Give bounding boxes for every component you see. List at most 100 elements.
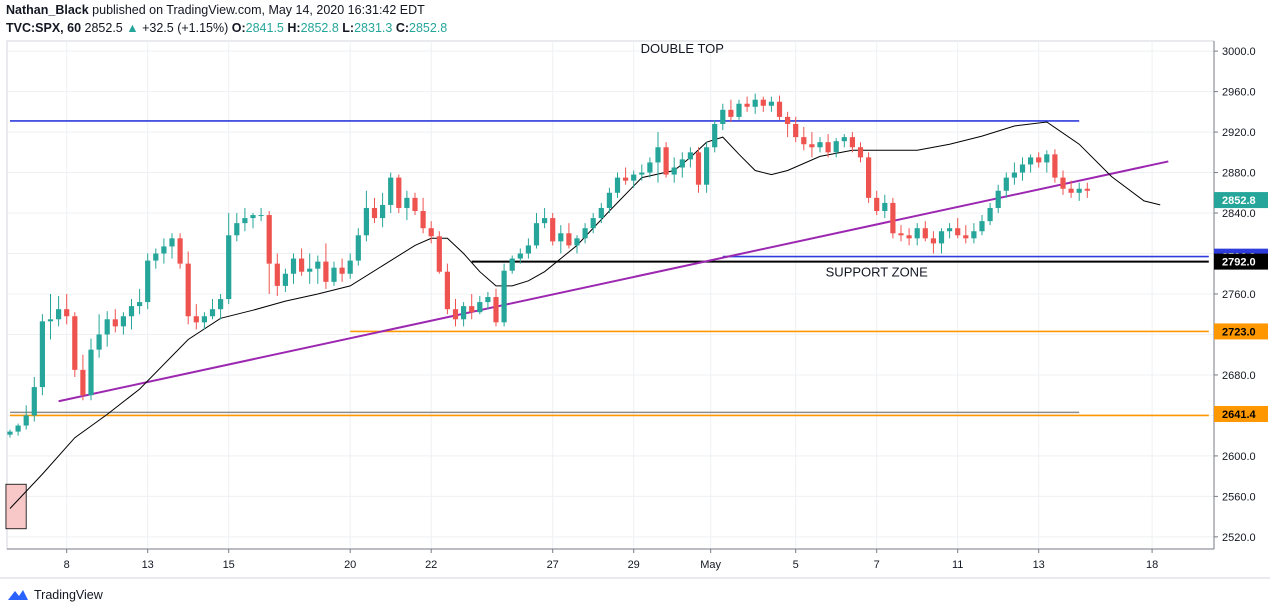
candle	[849, 132, 855, 153]
candle	[420, 197, 426, 234]
candle	[1060, 170, 1066, 195]
last-price: 2852.5	[84, 21, 123, 35]
candle-body	[1003, 177, 1009, 191]
candle	[623, 167, 629, 185]
time-tick-label: 7	[874, 559, 880, 571]
candle	[380, 192, 386, 228]
candle	[971, 223, 977, 244]
candle	[128, 299, 135, 330]
candle-body	[809, 144, 815, 148]
price-tick-label: 2760.0	[1222, 289, 1256, 301]
candle-body	[712, 123, 718, 148]
candle-body	[849, 137, 855, 148]
candle-body	[412, 197, 418, 212]
close-label: C:	[395, 21, 410, 35]
time-tick-label: 20	[344, 559, 356, 571]
candle-body	[355, 235, 361, 261]
plot-area	[6, 40, 1215, 550]
price-tick-label: 3000.0	[1222, 46, 1256, 58]
candle-body	[744, 103, 750, 107]
candle-body	[890, 202, 896, 234]
price-label-tag: 2852.8	[1214, 192, 1268, 209]
close-value: 2852.8	[409, 21, 448, 35]
candle-body	[64, 309, 70, 317]
candle-body	[655, 147, 661, 163]
candle-body	[785, 116, 791, 124]
candle-body	[218, 299, 224, 310]
candle	[817, 137, 823, 153]
candle-body	[566, 233, 572, 246]
candle-body	[315, 261, 321, 269]
candle-body	[96, 334, 102, 350]
candle	[533, 213, 540, 249]
price-label-bg	[1214, 323, 1268, 340]
candle-body	[1052, 154, 1058, 178]
candle-body	[193, 316, 199, 323]
price-label-text: 2641.4	[1222, 409, 1257, 421]
price-label-bg	[1214, 253, 1268, 270]
candle	[874, 190, 880, 216]
candle-body	[679, 159, 685, 168]
candle-body	[47, 319, 54, 322]
candle	[339, 258, 345, 282]
candle-body	[987, 207, 993, 222]
candle-body	[930, 238, 936, 244]
candle-body	[550, 218, 556, 242]
symbol-label[interactable]: TVC:SPX, 60	[6, 21, 82, 35]
candle	[234, 213, 240, 242]
candle-body	[72, 316, 78, 370]
candle-body	[339, 267, 345, 274]
candle	[258, 207, 264, 222]
highlight-box	[5, 483, 27, 530]
candle-body	[857, 147, 864, 158]
candle	[218, 293, 224, 320]
candle-body	[39, 321, 45, 388]
candle-body	[533, 223, 540, 246]
candle-body	[874, 197, 880, 212]
candle	[898, 225, 904, 242]
candle-body	[331, 267, 337, 282]
candle-body	[501, 270, 507, 323]
candle-body	[776, 101, 783, 117]
price-tick-label: 2920.0	[1222, 127, 1256, 139]
candle	[866, 152, 872, 203]
candle-body	[120, 316, 126, 327]
candle-body	[485, 297, 491, 303]
candle	[647, 157, 653, 178]
candle-body	[282, 273, 288, 286]
price-label-bg	[1214, 192, 1268, 209]
candle	[695, 147, 702, 193]
tradingview-footer[interactable]: TradingView	[6, 588, 103, 602]
candle-body	[347, 260, 353, 274]
candle-body	[1084, 188, 1090, 191]
candle	[1084, 182, 1090, 198]
candle-body	[517, 253, 523, 259]
candle	[299, 248, 305, 276]
candle	[412, 192, 418, 216]
author-name[interactable]: Nathan_Black	[6, 3, 89, 17]
candle	[493, 288, 499, 327]
candle	[72, 312, 78, 377]
candle-body	[1011, 172, 1017, 178]
candle	[776, 95, 783, 120]
candle-body	[436, 236, 442, 272]
candle	[112, 309, 118, 333]
candle	[39, 314, 45, 396]
candle-body	[509, 258, 515, 271]
candle	[955, 218, 961, 239]
candle	[250, 213, 256, 229]
candle-body	[493, 297, 499, 323]
candle	[1011, 162, 1017, 185]
candle	[64, 293, 70, 325]
candle	[15, 423, 21, 436]
candle-body	[922, 228, 928, 239]
candle	[371, 197, 378, 224]
candle	[938, 228, 945, 254]
annotation-double-top: DOUBLE TOP	[641, 41, 724, 56]
candle	[768, 96, 774, 112]
candle-body	[866, 157, 872, 198]
candle-body	[307, 268, 313, 272]
brand-label: TradingView	[34, 588, 103, 602]
low-label: L:	[342, 21, 355, 35]
